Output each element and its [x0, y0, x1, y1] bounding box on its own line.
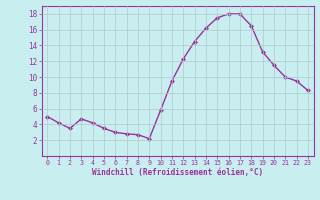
X-axis label: Windchill (Refroidissement éolien,°C): Windchill (Refroidissement éolien,°C): [92, 168, 263, 177]
